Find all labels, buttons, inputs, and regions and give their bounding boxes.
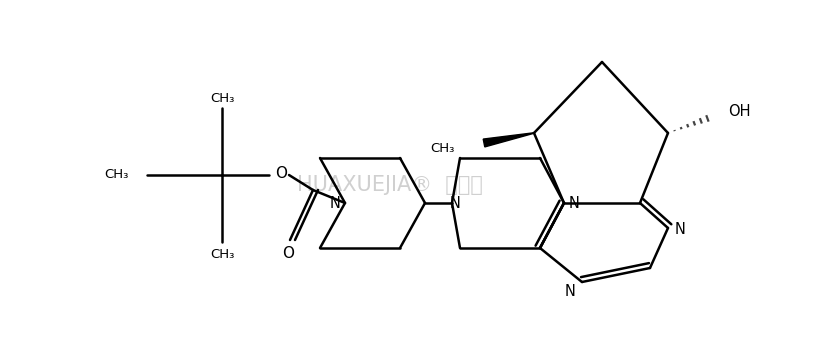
Text: CH₃: CH₃ (430, 142, 455, 154)
Polygon shape (482, 133, 533, 147)
Text: N: N (674, 222, 685, 237)
Text: O: O (274, 166, 287, 181)
Text: CH₃: CH₃ (105, 168, 129, 181)
Text: O: O (282, 246, 294, 261)
Text: CH₃: CH₃ (210, 248, 234, 261)
Text: OH: OH (727, 104, 749, 119)
Text: N: N (563, 284, 575, 299)
Text: N: N (329, 196, 340, 211)
Text: N: N (449, 196, 460, 211)
Text: N: N (568, 196, 579, 211)
Text: CH₃: CH₃ (210, 91, 234, 104)
Text: HUAXUEJIA®  化学加: HUAXUEJIA® 化学加 (296, 175, 482, 195)
